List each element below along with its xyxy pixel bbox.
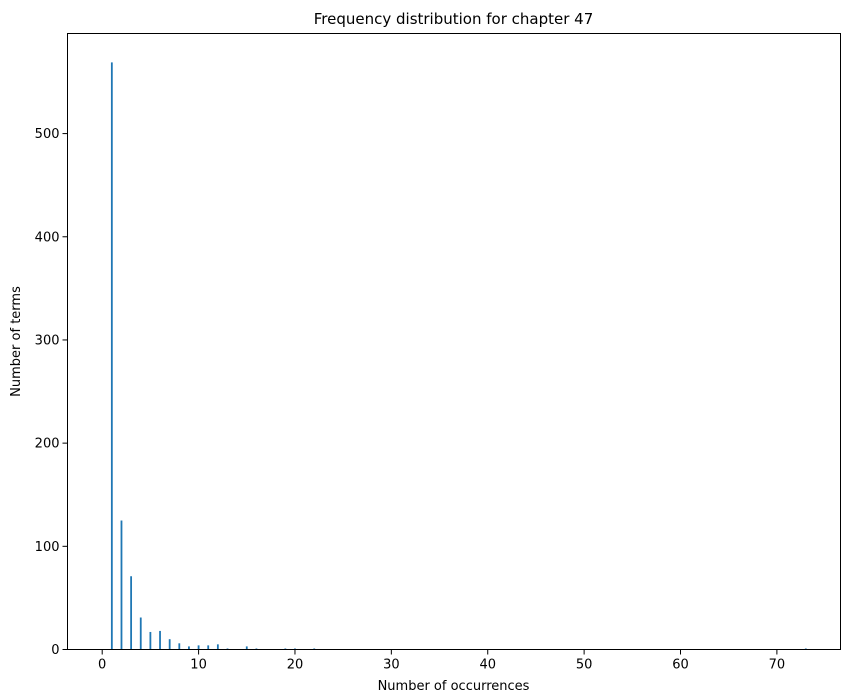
bar-x-8: [178, 643, 181, 650]
x-tick-label: 20: [287, 658, 304, 673]
y-tick-label: 400: [35, 230, 60, 245]
chart-title: Frequency distribution for chapter 47: [314, 10, 594, 28]
x-tick-label: 70: [769, 658, 786, 673]
bar-x-1: [110, 62, 113, 650]
bar-x-9: [188, 646, 190, 650]
bar-x-2: [120, 520, 123, 650]
x-axis-ticks: 0 10 20 30 40 50 60 70: [98, 649, 786, 673]
x-tick-label: 0: [98, 658, 106, 673]
y-tick-label: 500: [35, 127, 60, 142]
bar-x-13: [226, 648, 229, 650]
y-tick-label: 300: [35, 333, 60, 348]
bar-x-22: [313, 648, 316, 650]
bar-x-15: [245, 646, 248, 650]
bar-x-16: [255, 648, 258, 650]
bar-x-3: [130, 576, 133, 650]
bar-x-20: [294, 648, 296, 650]
bar-x-12: [216, 644, 219, 650]
bar-x-4: [139, 617, 142, 650]
bar-x-6: [159, 630, 161, 650]
y-axis-label: Number of terms: [9, 286, 24, 397]
x-tick-label: 10: [190, 658, 207, 673]
x-tick-label: 40: [479, 658, 496, 673]
y-tick-label: 200: [35, 437, 60, 452]
bar-x-73: [804, 648, 807, 650]
bar-x-7: [168, 639, 171, 650]
x-tick-label: 30: [383, 658, 400, 673]
bars-group: [110, 62, 807, 650]
y-tick-label: 100: [35, 540, 60, 555]
bar-x-10: [197, 645, 200, 650]
x-tick-label: 60: [672, 658, 689, 673]
bar-x-5: [149, 631, 152, 650]
bar-x-19: [284, 648, 287, 650]
x-axis-label: Number of occurrences: [378, 679, 530, 694]
y-tick-label: 0: [51, 643, 59, 658]
bar-x-11: [207, 645, 210, 650]
plot-frame: [67, 33, 841, 650]
y-axis-ticks: 0 100 200 300 400 500: [35, 127, 68, 658]
x-tick-label: 50: [576, 658, 593, 673]
